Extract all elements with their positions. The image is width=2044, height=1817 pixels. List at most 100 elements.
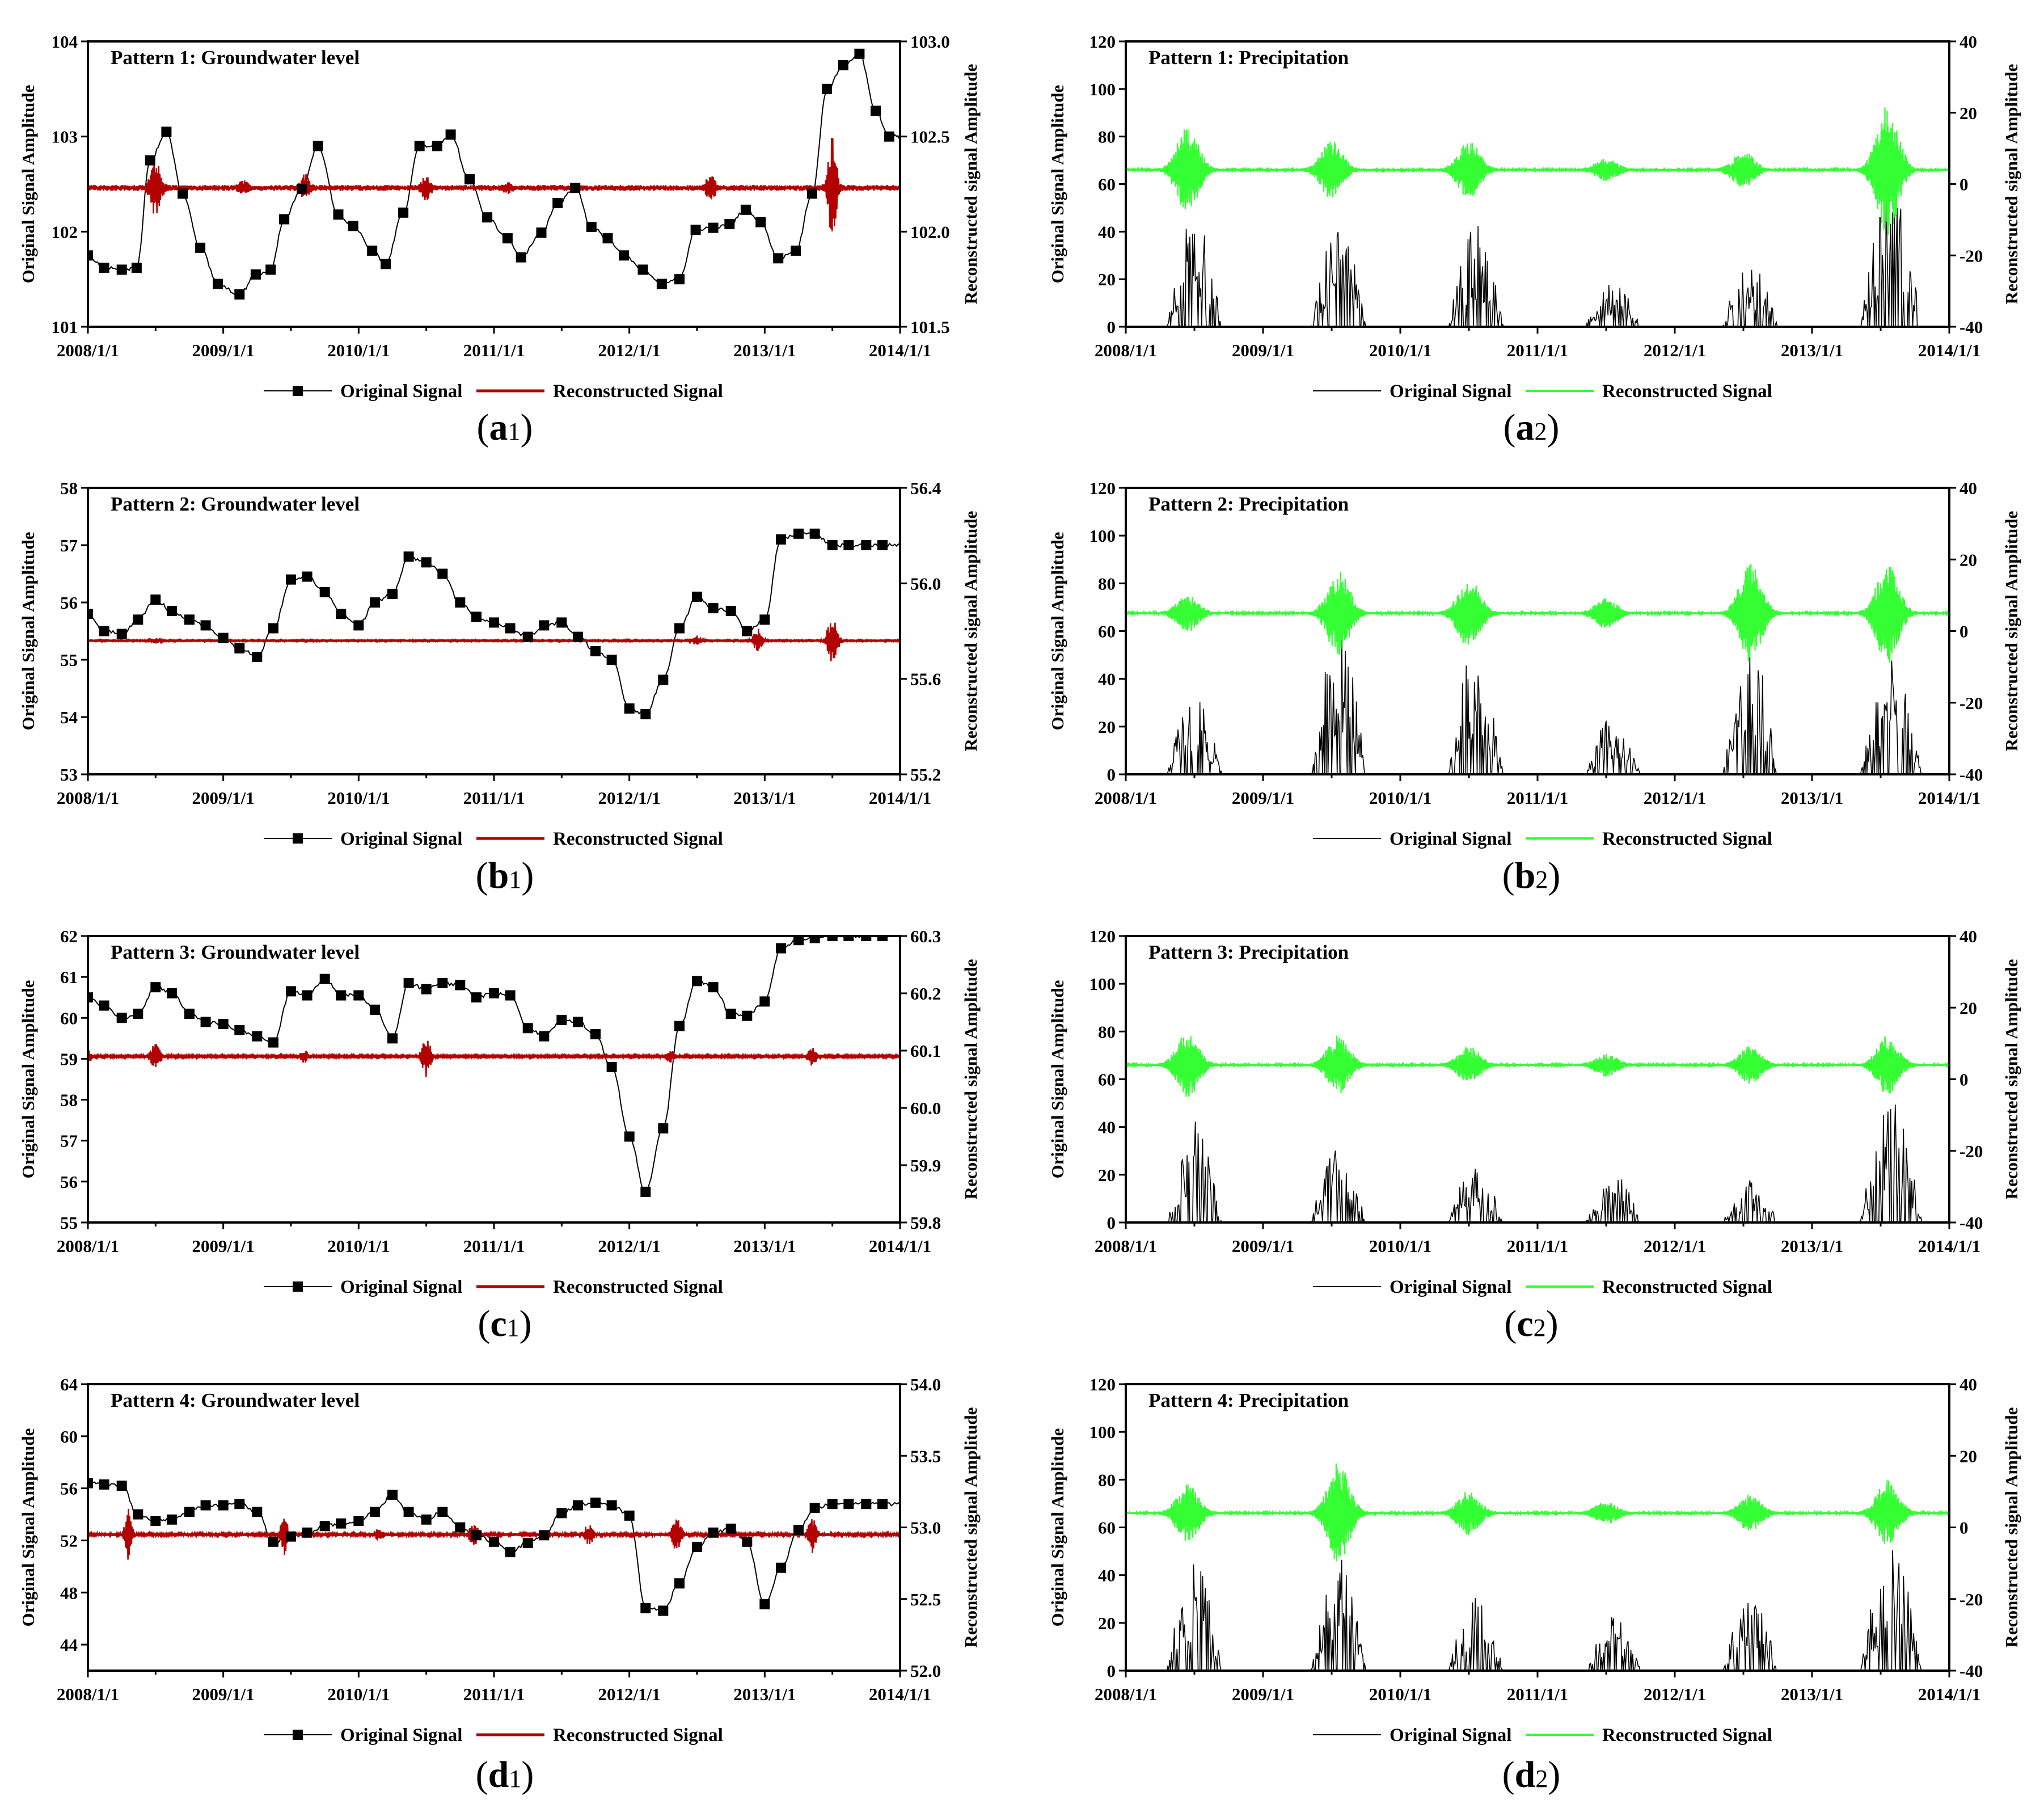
y-tick-label: 80 [1098,1470,1116,1490]
x-tick-label: 2014/1/1 [869,1684,931,1704]
plot-frame [1125,1383,1950,1672]
original-signal-marker [742,626,753,636]
original-signal-marker [471,1530,482,1541]
original-signal-marker [838,60,848,70]
original-signal-marker [403,551,414,562]
original-signal-marker [489,1536,499,1547]
original-signal-marker [464,174,475,185]
y2-tick-label: 56.4 [910,478,941,498]
y2-axis-title: Reconstructed signal Amplitude [961,64,981,305]
y2-tick-label: 60.0 [910,1098,941,1118]
reconstructed-signal-line [88,138,900,231]
legend-original-label: Original Signal [340,829,462,849]
original-signal-marker [742,1536,753,1547]
x-tick-label: 2010/1/1 [1369,1236,1431,1256]
x-tick-label: 2011/1/1 [1507,1684,1569,1704]
x-tick-label: 2011/1/1 [463,1236,525,1256]
y-tick-label: 0 [1107,1213,1116,1233]
y-tick-label: 120 [1089,926,1116,946]
y2-axis-title: Reconstructed signal Amplitude [2001,959,2021,1200]
y2-axis-title: Reconstructed signal Amplitude [961,511,981,752]
original-signal-marker [471,992,482,1003]
original-signal-marker [234,1025,245,1035]
original-signal-marker [827,540,838,550]
y2-tick-label: 102.5 [910,127,950,147]
y-tick-label: 56 [60,1172,78,1192]
y2-tick-label: 55.6 [910,669,941,689]
y2-tick-label: 40 [1959,478,1977,498]
original-signal-marker [421,984,432,994]
original-signal-marker [333,209,344,220]
y2-tick-label: 0 [1959,175,1969,195]
original-signal-marker [556,617,567,628]
x-tick-label: 2014/1/1 [1918,1684,1980,1704]
legend: Original Signal Reconstructed Signal [264,381,723,402]
original-signal-marker [674,274,685,285]
original-signal-marker [195,242,206,253]
original-signal-marker [573,1017,583,1027]
original-signal-marker [286,1531,296,1542]
panel-title: Pattern 3: Groundwater level [111,941,360,963]
y2-tick-label: 0 [1959,1070,1969,1090]
x-tick-label: 2013/1/1 [733,1684,796,1704]
panel-title: Pattern 2: Precipitation [1148,493,1349,515]
original-signal-marker [116,1481,127,1491]
original-signal-marker [131,263,142,273]
original-signal-marker [522,631,533,642]
x-tick-label: 2009/1/1 [192,1684,255,1704]
x-tick-label: 2012/1/1 [598,340,661,360]
original-signal-marker [809,1503,820,1514]
original-signal-marker [708,982,719,993]
reconstructed-signal-line [88,1040,900,1077]
legend: Original Signal Reconstructed Signal [264,1277,723,1297]
legend-original-label: Original Signal [1390,1725,1511,1746]
original-signal-marker [268,623,278,634]
y-tick-label: 54 [60,707,78,727]
y-tick-label: 44 [60,1635,78,1655]
x-tick-label: 2010/1/1 [327,1236,390,1256]
original-signal-marker [133,1009,143,1019]
y2-tick-label: 20 [1959,103,1977,123]
reconstructed-signal-line [1126,1463,1949,1562]
x-tick-label: 2013/1/1 [1781,788,1843,808]
x-tick-label: 2008/1/1 [57,340,119,360]
plot-frame [87,1383,901,1672]
original-signal-marker [793,936,804,946]
y-tick-label: 60 [60,1427,78,1447]
y2-tick-label: 0 [1959,1518,1969,1538]
x-tick-label: 2012/1/1 [1644,1236,1706,1256]
original-signal-marker [167,1514,177,1525]
original-signal-marker [806,188,817,199]
x-tick-label: 2014/1/1 [869,340,931,360]
x-tick-label: 2014/1/1 [1918,340,1980,360]
panel-caption: (a2) [1504,407,1560,448]
x-tick-label: 2010/1/1 [1369,788,1431,808]
x-tick-label: 2014/1/1 [1918,788,1980,808]
legend-reconstructed-label: Reconstructed Signal [553,1725,723,1746]
reconstructed-signal-line [1126,1035,1949,1097]
original-signal-marker [773,253,784,264]
legend: Original Signal Reconstructed Signal [264,1725,723,1746]
y2-tick-label: 52.5 [910,1590,941,1609]
y-tick-label: 60 [60,1008,78,1028]
y2-tick-label: 20 [1959,998,1977,1018]
panel-c1: 2008/1/1 2009/1/1 2010/1/1 2011/1/1 2012/1/1… [18,926,981,1344]
original-signal-marker [489,988,499,998]
original-signal-marker [455,1522,466,1533]
original-signal-marker [759,1599,770,1609]
y2-axis-title: Reconstructed signal Amplitude [961,1407,981,1648]
original-signal-marker [725,1523,736,1534]
legend: Original Signal Reconstructed Signal [264,829,723,849]
panel-title: Pattern 4: Precipitation [1148,1389,1349,1411]
plot-area [1126,107,1949,327]
y2-tick-label: 53.5 [910,1446,941,1466]
original-signal-marker [822,83,833,94]
y2-tick-label: -20 [1959,693,1983,713]
y2-tick-label: 60.3 [910,926,941,946]
y2-axis-title: Reconstructed signal Amplitude [2001,1407,2021,1648]
y-tick-label: 61 [60,967,78,987]
original-signal-marker [877,936,888,941]
y-tick-label: 56 [60,593,78,613]
original-signal-line [1126,1104,1949,1222]
original-signal-marker [708,1527,719,1538]
